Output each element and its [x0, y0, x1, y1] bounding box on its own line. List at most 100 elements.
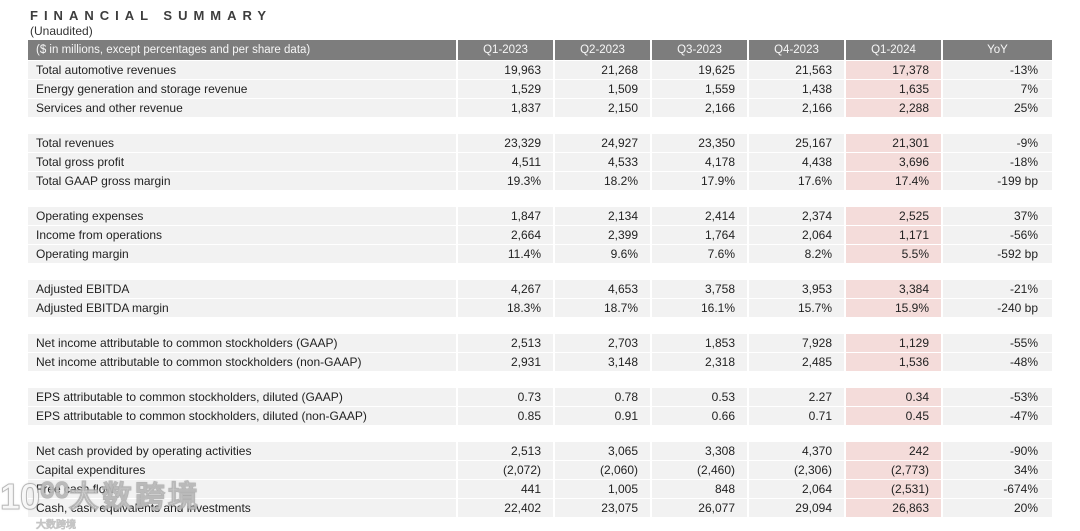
row-label: Capital expenditures [28, 461, 458, 479]
cell-q4-2023: 4,370 [749, 442, 846, 460]
cell-q1-2024: 17,378 [846, 61, 943, 79]
cell-q1-2023: 11.4% [458, 245, 555, 263]
cell-q4-2023: 21,563 [749, 61, 846, 79]
cell-q2-2023: 2,399 [555, 226, 652, 244]
page-title: FINANCIAL SUMMARY [30, 8, 273, 23]
cell-q3-2023: 23,350 [652, 134, 749, 152]
row-label: Operating expenses [28, 207, 458, 225]
cell-q3-2023: 2,166 [652, 99, 749, 117]
cell-q3-2023: 3,758 [652, 280, 749, 298]
cell-q1-2024: 5.5% [846, 245, 943, 263]
cell-yoy: -53% [943, 388, 1052, 406]
cell-yoy: -55% [943, 334, 1052, 352]
table-row: EPS attributable to common stockholders,… [28, 388, 1052, 406]
cell-q2-2023: 1,005 [555, 480, 652, 498]
row-label: Total revenues [28, 134, 458, 152]
cell-q2-2023: (2,060) [555, 461, 652, 479]
row-label: Operating margin [28, 245, 458, 263]
cell-q3-2023: 848 [652, 480, 749, 498]
cell-q4-2023: (2,306) [749, 461, 846, 479]
cell-q1-2024: 15.9% [846, 299, 943, 317]
table-header-q2-2023: Q2-2023 [555, 40, 652, 60]
cell-q2-2023: 18.7% [555, 299, 652, 317]
cell-q3-2023: 7.6% [652, 245, 749, 263]
row-label: Services and other revenue [28, 99, 458, 117]
cell-q4-2023: 25,167 [749, 134, 846, 152]
row-label: Total GAAP gross margin [28, 172, 458, 190]
cell-yoy: 37% [943, 207, 1052, 225]
table-header-row: ($ in millions, except percentages and p… [28, 40, 1052, 60]
cell-q1-2023: 1,837 [458, 99, 555, 117]
cell-q2-2023: 4,533 [555, 153, 652, 171]
row-label: Cash, cash equivalents and investments [28, 499, 458, 517]
row-label: Total gross profit [28, 153, 458, 171]
cell-q2-2023: 18.2% [555, 172, 652, 190]
cell-q4-2023: 2,485 [749, 353, 846, 371]
financial-table: ($ in millions, except percentages and p… [28, 40, 1052, 518]
cell-q3-2023: 2,414 [652, 207, 749, 225]
cell-yoy: -47% [943, 407, 1052, 425]
cell-yoy: -9% [943, 134, 1052, 152]
cell-q4-2023: 2,166 [749, 99, 846, 117]
cell-q1-2024: 26,863 [846, 499, 943, 517]
cell-q2-2023: 0.91 [555, 407, 652, 425]
cell-q1-2023: 0.73 [458, 388, 555, 406]
cell-q4-2023: 3,953 [749, 280, 846, 298]
cell-q1-2024: 3,384 [846, 280, 943, 298]
table-row: Cash, cash equivalents and investments 22… [28, 499, 1052, 517]
table-row: Total revenues 23,329 24,927 23,350 25,167 21… [28, 134, 1052, 152]
cell-q3-2023: 16.1% [652, 299, 749, 317]
cell-q3-2023: (2,460) [652, 461, 749, 479]
cell-yoy: -592 bp [943, 245, 1052, 263]
cell-yoy: 20% [943, 499, 1052, 517]
cell-q2-2023: 3,065 [555, 442, 652, 460]
row-label: Net income attributable to common stockh… [28, 334, 458, 352]
table-header-q1-2023: Q1-2023 [458, 40, 555, 60]
cell-q1-2024: 17.4% [846, 172, 943, 190]
row-label: Net income attributable to common stockh… [28, 353, 458, 371]
table-row: EPS attributable to common stockholders,… [28, 407, 1052, 425]
cell-q1-2023: 2,931 [458, 353, 555, 371]
cell-q2-2023: 4,653 [555, 280, 652, 298]
page-subtitle: (Unaudited) [30, 24, 93, 38]
cell-q4-2023: 7,928 [749, 334, 846, 352]
table-row: Total gross profit 4,511 4,533 4,178 4,438 3,… [28, 153, 1052, 171]
group-spacer [28, 191, 1052, 207]
table-row: Adjusted EBITDA margin 18.3% 18.7% 16.1% 15.… [28, 299, 1052, 317]
cell-q1-2024: 1,129 [846, 334, 943, 352]
cell-q1-2023: 19,963 [458, 61, 555, 79]
cell-q4-2023: 2,064 [749, 226, 846, 244]
cell-q1-2023: 18.3% [458, 299, 555, 317]
table-header-yoy: YoY [943, 40, 1052, 60]
cell-q4-2023: 15.7% [749, 299, 846, 317]
group-spacer [28, 264, 1052, 280]
table-row: Total automotive revenues 19,963 21,268 19,… [28, 61, 1052, 79]
cell-q2-2023: 3,148 [555, 353, 652, 371]
cell-q1-2023: 23,329 [458, 134, 555, 152]
cell-yoy: 34% [943, 461, 1052, 479]
cell-q3-2023: 1,764 [652, 226, 749, 244]
row-label: Income from operations [28, 226, 458, 244]
cell-q1-2024: 0.45 [846, 407, 943, 425]
cell-q1-2023: 1,529 [458, 80, 555, 98]
cell-q3-2023: 0.53 [652, 388, 749, 406]
cell-q4-2023: 8.2% [749, 245, 846, 263]
cell-q1-2023: 19.3% [458, 172, 555, 190]
cell-q4-2023: 29,094 [749, 499, 846, 517]
cell-q3-2023: 0.66 [652, 407, 749, 425]
cell-q3-2023: 19,625 [652, 61, 749, 79]
table-header-q3-2023: Q3-2023 [652, 40, 749, 60]
row-label: Free cash flow [28, 480, 458, 498]
table-row: Operating expenses 1,847 2,134 2,414 2,374 2,… [28, 207, 1052, 225]
table-row: Income from operations 2,664 2,399 1,764 2,0… [28, 226, 1052, 244]
table-row: Free cash flow 441 1,005 848 2,064 (2,531) -67… [28, 480, 1052, 498]
cell-q2-2023: 23,075 [555, 499, 652, 517]
cell-q2-2023: 2,134 [555, 207, 652, 225]
cell-q2-2023: 2,703 [555, 334, 652, 352]
table-row: Total GAAP gross margin 19.3% 18.2% 17.9% 17… [28, 172, 1052, 190]
cell-q1-2024: 21,301 [846, 134, 943, 152]
cell-q3-2023: 1,853 [652, 334, 749, 352]
cell-q4-2023: 17.6% [749, 172, 846, 190]
cell-q1-2024: 2,288 [846, 99, 943, 117]
cell-q3-2023: 2,318 [652, 353, 749, 371]
